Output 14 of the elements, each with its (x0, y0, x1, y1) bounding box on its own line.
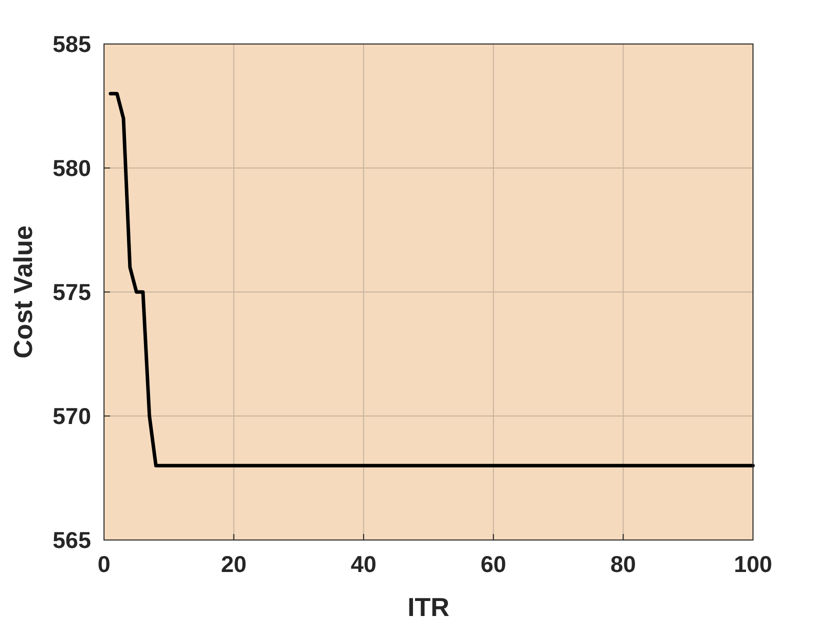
x-tick-label: 100 (734, 551, 772, 577)
y-tick-label: 565 (52, 527, 92, 554)
x-tick-label: 40 (350, 551, 376, 577)
y-tick-label: 575 (52, 279, 92, 306)
x-tick-label: 0 (98, 551, 110, 577)
y-tick-label: 580 (52, 155, 91, 182)
y-tick-label: 570 (52, 403, 91, 430)
x-tick-label: 20 (221, 551, 247, 577)
line-series (108, 92, 755, 468)
x-tick-label: 60 (480, 551, 506, 577)
y-axis-title: Cost Value (8, 226, 38, 358)
y-tick-label: 585 (52, 31, 92, 58)
x-tick-label: 80 (610, 551, 636, 577)
x-axis-title: ITR (408, 592, 450, 622)
